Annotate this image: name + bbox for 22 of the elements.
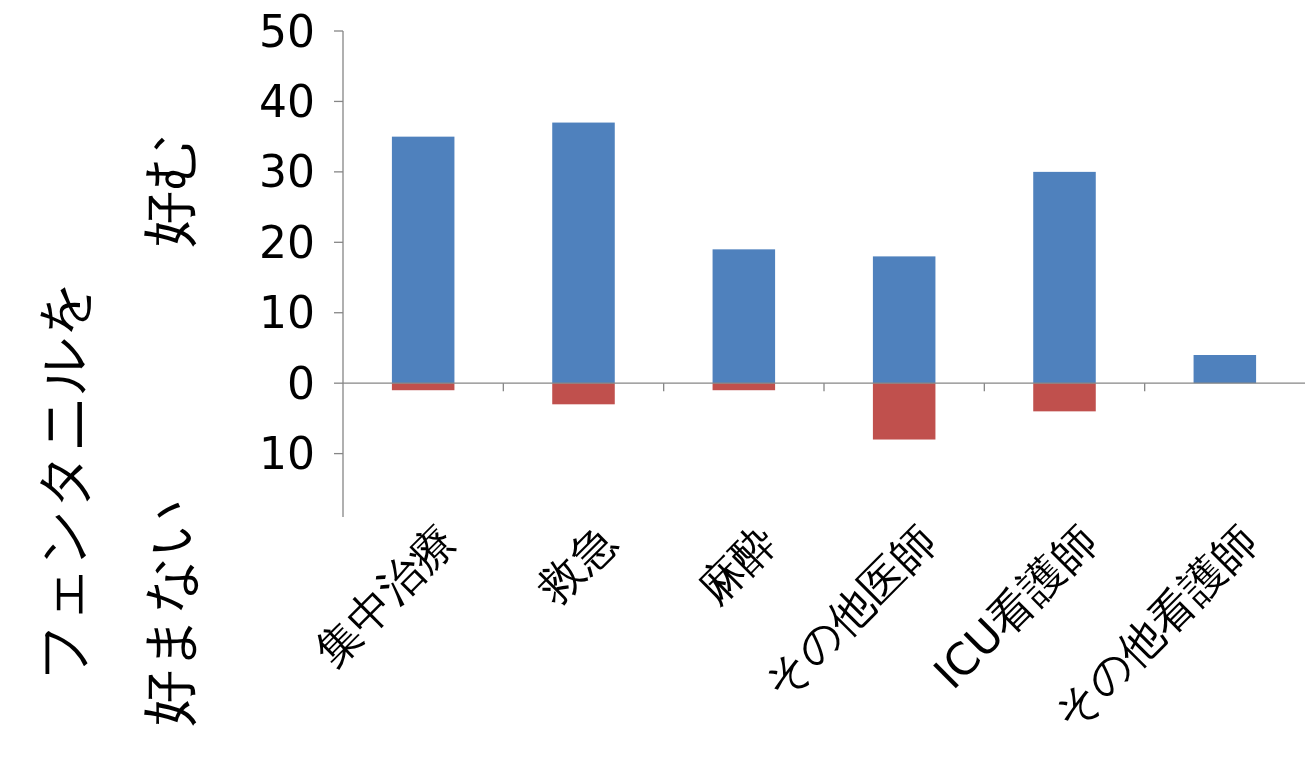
y-tick-label: 10 [259, 287, 315, 339]
bar [872, 383, 936, 440]
x-tick-label: 救急 [526, 515, 626, 615]
bar [872, 256, 936, 384]
y-tick-label: 40 [259, 75, 315, 127]
text: 好む [135, 133, 201, 247]
y-axis-title: フェンタニルを [29, 280, 95, 680]
x-tick-label: 麻酔 [687, 515, 787, 614]
y-tick-label: 30 [259, 146, 315, 198]
x-tick-label: 集中治療 [304, 515, 466, 676]
bar [712, 249, 776, 384]
y-tick-label: 0 [287, 357, 315, 409]
bar [552, 383, 615, 405]
bar [391, 136, 455, 384]
text: 好まない [135, 498, 201, 726]
bar [1033, 171, 1096, 384]
y-tick-label: 10 [259, 428, 315, 480]
y-tick-label: 50 [259, 5, 315, 57]
bar [552, 122, 615, 384]
bar [1033, 383, 1096, 412]
bar [1193, 355, 1257, 384]
y-tick-label: 20 [259, 216, 315, 268]
